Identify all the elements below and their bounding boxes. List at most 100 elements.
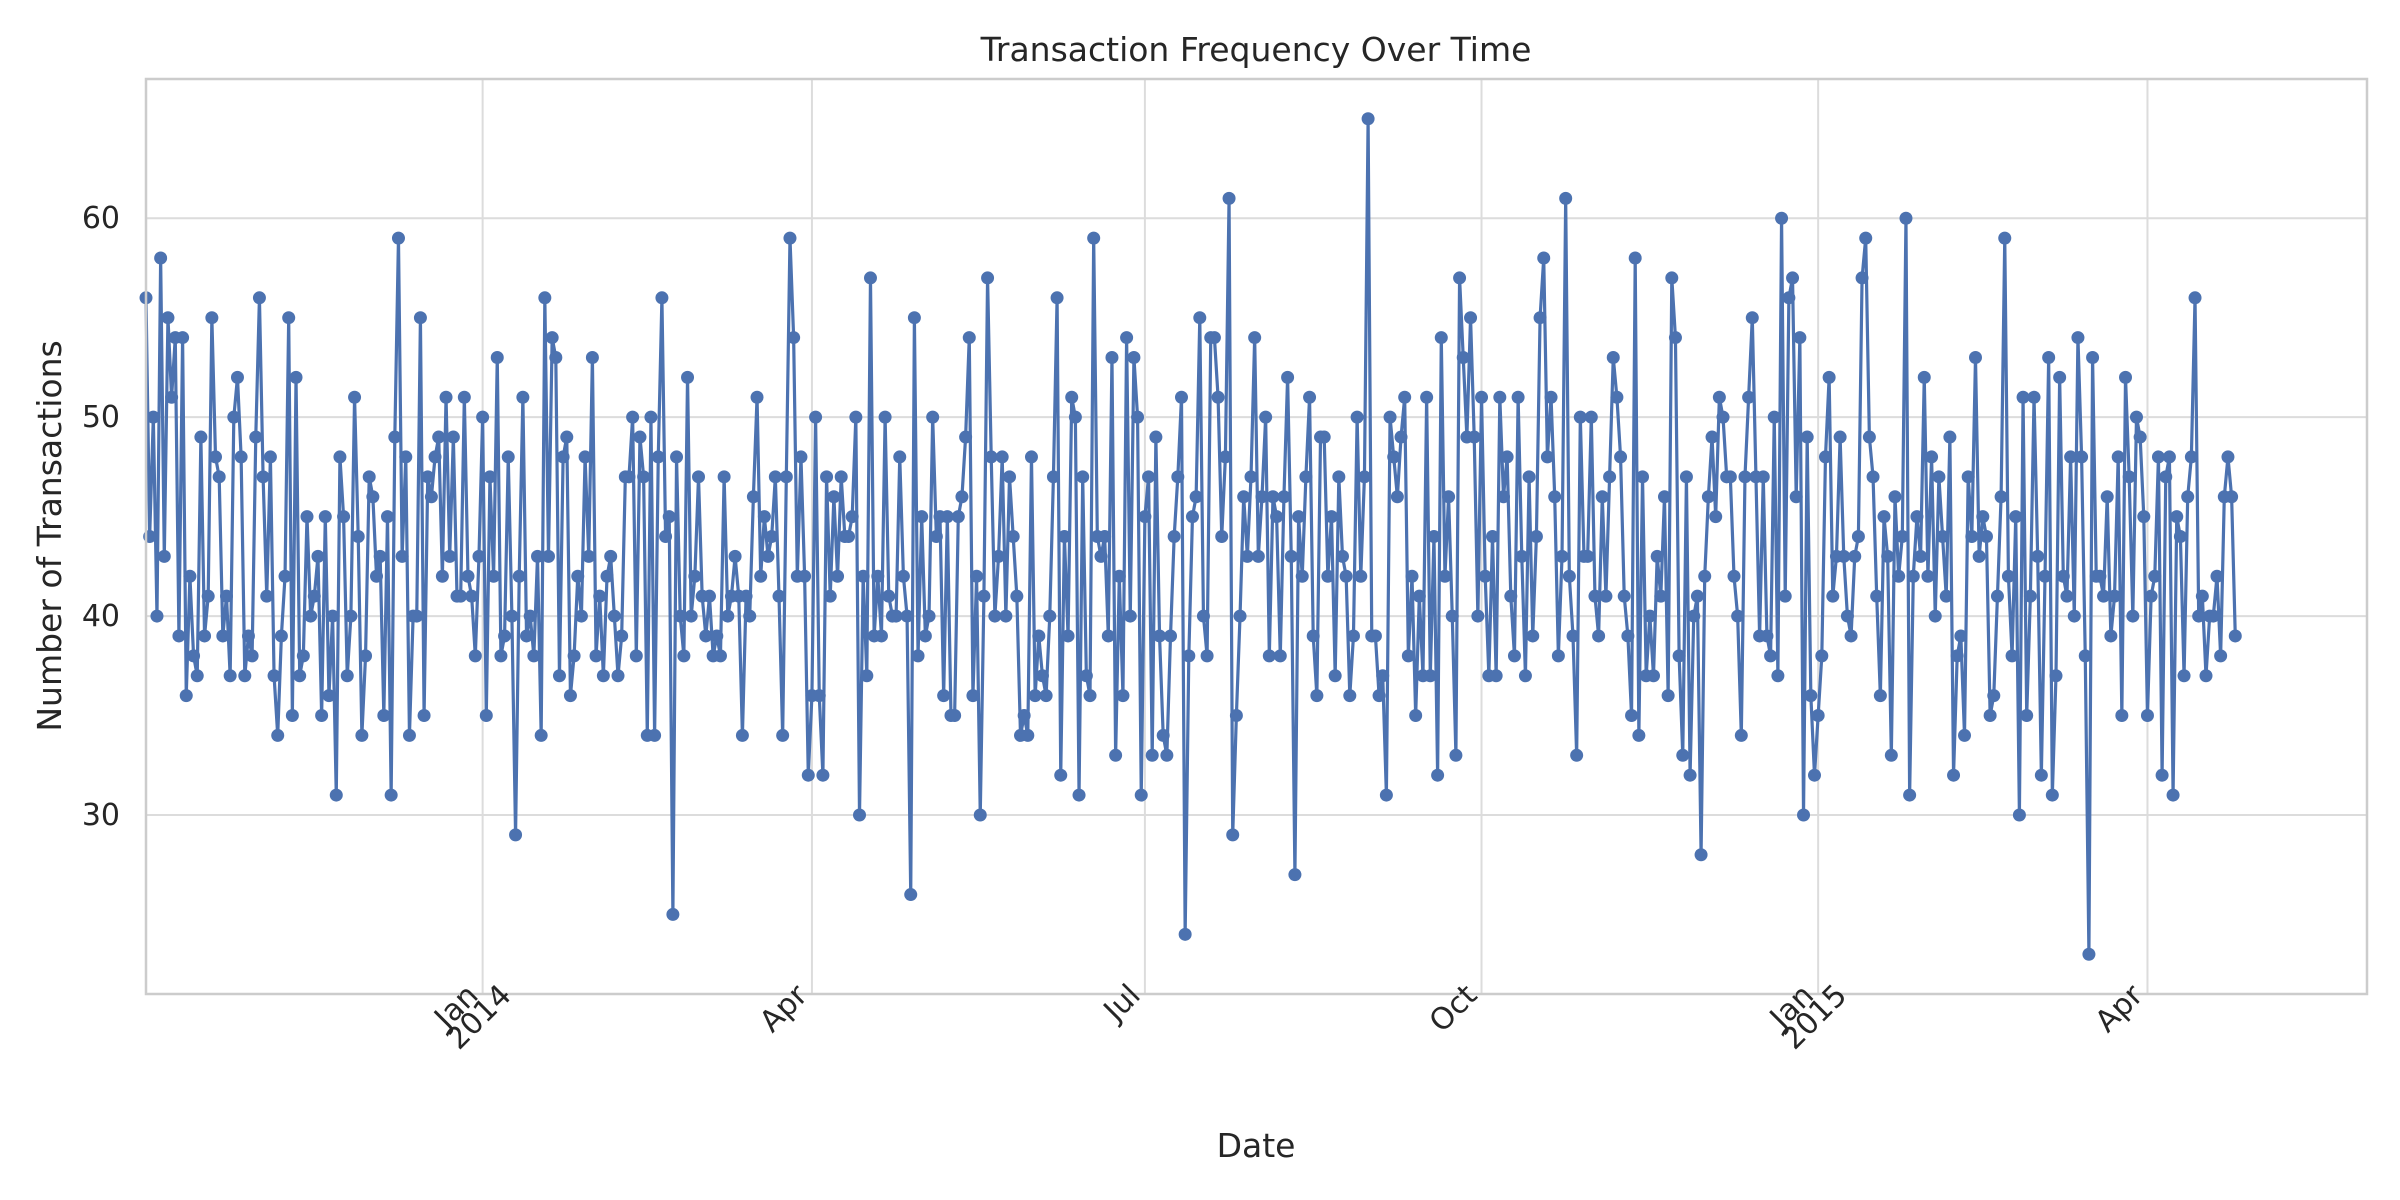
data-point bbox=[2053, 370, 2067, 384]
data-point bbox=[648, 728, 662, 742]
data-point bbox=[1848, 549, 1862, 563]
data-point bbox=[1968, 350, 1982, 364]
data-point bbox=[304, 609, 318, 623]
data-point bbox=[512, 569, 526, 583]
data-point bbox=[1851, 530, 1865, 543]
data-point bbox=[1420, 390, 1434, 404]
data-point bbox=[1255, 490, 1269, 504]
data-point bbox=[1412, 589, 1426, 603]
data-point bbox=[1277, 490, 1291, 504]
x-tick-label-group: Apr bbox=[2089, 977, 2151, 1039]
data-point bbox=[820, 470, 834, 484]
data-point bbox=[1142, 470, 1156, 484]
data-point bbox=[274, 629, 288, 643]
data-point bbox=[1174, 390, 1188, 404]
data-point bbox=[922, 609, 936, 623]
data-point bbox=[1226, 828, 1240, 842]
data-point bbox=[2108, 589, 2122, 603]
data-point bbox=[1731, 609, 1745, 623]
data-point bbox=[995, 450, 1009, 464]
data-point bbox=[1010, 589, 1024, 603]
data-point bbox=[179, 689, 193, 703]
data-point bbox=[651, 450, 665, 464]
data-point bbox=[1131, 410, 1145, 424]
data-point bbox=[384, 788, 398, 802]
data-point bbox=[1657, 490, 1671, 504]
data-point bbox=[1449, 748, 1463, 762]
data-point bbox=[271, 728, 285, 742]
data-point bbox=[293, 669, 307, 683]
data-point bbox=[1672, 649, 1686, 663]
data-point bbox=[1815, 649, 1829, 663]
data-point bbox=[962, 331, 976, 345]
data-point bbox=[1207, 331, 1221, 345]
y-tick-label: 60 bbox=[82, 201, 120, 236]
data-point bbox=[2177, 669, 2191, 683]
data-point bbox=[1288, 868, 1302, 882]
data-point bbox=[1533, 311, 1547, 325]
data-point bbox=[1500, 450, 1514, 464]
data-point bbox=[2214, 649, 2228, 663]
data-point bbox=[1822, 370, 1836, 384]
data-point bbox=[1588, 589, 1602, 603]
data-point bbox=[249, 430, 263, 444]
data-point bbox=[1076, 470, 1090, 484]
data-point bbox=[1917, 370, 1931, 384]
data-point bbox=[2151, 450, 2165, 464]
data-point bbox=[300, 510, 314, 524]
data-point bbox=[520, 629, 534, 643]
data-point bbox=[1390, 490, 1404, 504]
data-point bbox=[973, 808, 987, 822]
data-point bbox=[1745, 311, 1759, 325]
data-point bbox=[1178, 927, 1192, 941]
data-point bbox=[2020, 709, 2034, 723]
data-point bbox=[721, 609, 735, 623]
data-point bbox=[2005, 649, 2019, 663]
data-point bbox=[1112, 569, 1126, 583]
data-point bbox=[2001, 569, 2015, 583]
data-point bbox=[845, 510, 859, 524]
data-point bbox=[2144, 589, 2158, 603]
data-point bbox=[209, 450, 223, 464]
data-point bbox=[245, 649, 259, 663]
series-layer bbox=[139, 112, 2242, 961]
data-point bbox=[348, 390, 362, 404]
data-point bbox=[585, 350, 599, 364]
data-point bbox=[501, 450, 515, 464]
data-point bbox=[267, 669, 281, 683]
data-point bbox=[505, 609, 519, 623]
data-point bbox=[604, 549, 618, 563]
data-point bbox=[402, 728, 416, 742]
data-point bbox=[183, 569, 197, 583]
data-point bbox=[699, 629, 713, 643]
data-point bbox=[1936, 530, 1950, 543]
data-point bbox=[2031, 549, 2045, 563]
data-point bbox=[391, 231, 405, 245]
data-point bbox=[344, 609, 358, 623]
data-point bbox=[739, 589, 753, 603]
data-point bbox=[2082, 947, 2096, 961]
data-point bbox=[2126, 609, 2140, 623]
data-point bbox=[1881, 549, 1895, 563]
data-point bbox=[2173, 530, 2187, 543]
data-point bbox=[574, 609, 588, 623]
data-point bbox=[2045, 788, 2059, 802]
data-point bbox=[1185, 510, 1199, 524]
data-point bbox=[1299, 470, 1313, 484]
data-point bbox=[1156, 728, 1170, 742]
data-point bbox=[2078, 649, 2092, 663]
data-point bbox=[1021, 728, 1035, 742]
data-point bbox=[1614, 450, 1628, 464]
data-point bbox=[1317, 430, 1331, 444]
x-tick-label-group: Apr bbox=[753, 977, 815, 1039]
data-point bbox=[1427, 530, 1441, 543]
data-point bbox=[1057, 530, 1071, 543]
x-axis-label: Date bbox=[1217, 1126, 1296, 1165]
data-point bbox=[907, 311, 921, 325]
data-point bbox=[1284, 549, 1298, 563]
data-point bbox=[1215, 530, 1229, 543]
data-point bbox=[1807, 768, 1821, 782]
chart-title: Transaction Frequency Over Time bbox=[980, 30, 1532, 69]
data-point bbox=[238, 669, 252, 683]
